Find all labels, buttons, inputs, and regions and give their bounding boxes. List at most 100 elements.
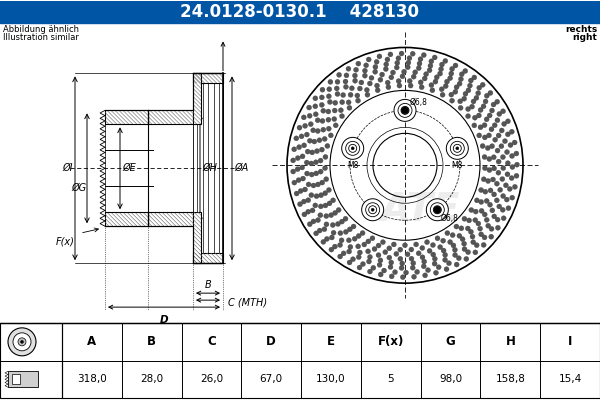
Circle shape: [326, 117, 331, 122]
Circle shape: [300, 154, 305, 159]
Circle shape: [366, 57, 371, 62]
Circle shape: [431, 252, 436, 257]
Circle shape: [400, 261, 405, 266]
Circle shape: [318, 213, 323, 218]
Circle shape: [476, 133, 482, 138]
Circle shape: [448, 76, 452, 81]
Circle shape: [346, 141, 359, 155]
Circle shape: [482, 123, 487, 128]
Circle shape: [305, 209, 311, 214]
Circle shape: [421, 52, 427, 58]
Circle shape: [433, 206, 442, 214]
Circle shape: [489, 127, 494, 132]
Circle shape: [341, 251, 346, 256]
Circle shape: [407, 78, 412, 84]
Circle shape: [495, 217, 500, 222]
Circle shape: [329, 247, 334, 252]
Circle shape: [339, 238, 344, 243]
Circle shape: [477, 85, 482, 90]
Circle shape: [352, 73, 358, 78]
Circle shape: [352, 236, 357, 241]
Circle shape: [478, 108, 483, 112]
Circle shape: [307, 105, 311, 110]
Circle shape: [487, 156, 492, 162]
Circle shape: [394, 65, 399, 70]
Circle shape: [315, 118, 320, 123]
Circle shape: [320, 118, 325, 124]
Circle shape: [482, 212, 487, 217]
Circle shape: [416, 66, 421, 71]
Circle shape: [368, 206, 377, 214]
Circle shape: [430, 203, 445, 217]
Circle shape: [336, 208, 341, 212]
Text: C (MTH): C (MTH): [228, 297, 267, 307]
Circle shape: [420, 255, 425, 260]
Circle shape: [483, 189, 488, 194]
Circle shape: [314, 171, 319, 176]
Circle shape: [490, 108, 494, 113]
Circle shape: [464, 256, 469, 262]
Circle shape: [480, 82, 485, 87]
Circle shape: [366, 239, 371, 244]
Circle shape: [512, 140, 517, 145]
Text: Ø6,8: Ø6,8: [410, 98, 428, 107]
Circle shape: [485, 178, 491, 184]
Circle shape: [505, 197, 509, 202]
Circle shape: [502, 139, 508, 144]
Circle shape: [400, 74, 405, 79]
Circle shape: [376, 243, 381, 248]
Circle shape: [324, 214, 329, 218]
Circle shape: [365, 203, 380, 217]
Circle shape: [383, 250, 388, 255]
Circle shape: [472, 115, 478, 120]
Circle shape: [500, 154, 505, 160]
Circle shape: [318, 204, 323, 209]
Circle shape: [292, 147, 296, 152]
Circle shape: [481, 242, 486, 248]
Circle shape: [364, 88, 370, 92]
Circle shape: [478, 226, 482, 231]
Circle shape: [405, 65, 410, 70]
Circle shape: [338, 242, 343, 248]
Circle shape: [422, 259, 427, 264]
Circle shape: [411, 74, 416, 79]
Text: 158,8: 158,8: [496, 374, 525, 384]
Circle shape: [319, 102, 325, 107]
Circle shape: [439, 87, 444, 92]
Circle shape: [514, 173, 519, 178]
Circle shape: [491, 177, 496, 182]
Text: Ø6,8: Ø6,8: [440, 214, 458, 223]
Circle shape: [313, 112, 318, 117]
Circle shape: [320, 87, 325, 92]
Circle shape: [462, 216, 467, 221]
Circle shape: [314, 149, 319, 154]
Circle shape: [410, 51, 415, 56]
Circle shape: [304, 160, 309, 165]
Circle shape: [436, 208, 439, 211]
Circle shape: [324, 177, 329, 182]
Circle shape: [322, 136, 327, 142]
Circle shape: [310, 150, 314, 155]
Circle shape: [484, 93, 490, 98]
Circle shape: [307, 138, 313, 143]
Text: 26,0: 26,0: [200, 374, 223, 384]
Text: A: A: [88, 335, 97, 348]
Circle shape: [469, 208, 474, 212]
Circle shape: [476, 91, 481, 96]
Circle shape: [479, 188, 484, 192]
Bar: [193, 74, 223, 84]
Circle shape: [509, 154, 515, 158]
Circle shape: [446, 261, 451, 266]
Text: 318,0: 318,0: [77, 374, 107, 384]
Circle shape: [483, 99, 488, 104]
Circle shape: [395, 60, 400, 65]
Circle shape: [378, 272, 383, 277]
Circle shape: [321, 108, 326, 113]
Circle shape: [425, 268, 431, 273]
Circle shape: [411, 261, 416, 266]
Circle shape: [332, 108, 337, 113]
Circle shape: [491, 192, 497, 197]
Circle shape: [475, 198, 479, 203]
Circle shape: [356, 234, 361, 238]
Circle shape: [362, 242, 367, 247]
